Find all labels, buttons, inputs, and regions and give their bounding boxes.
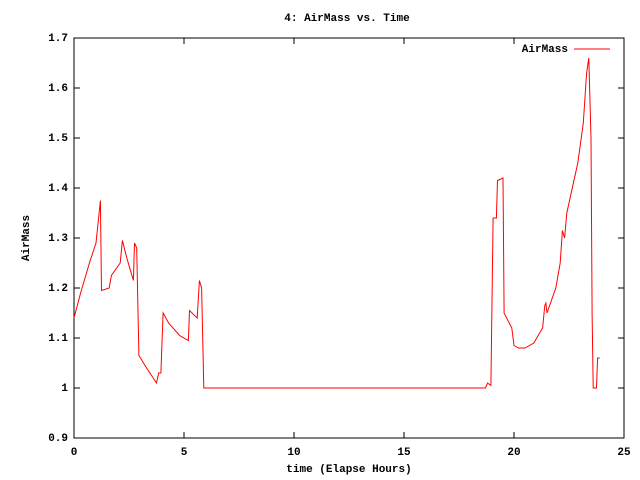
x-tick-label: 5 bbox=[181, 447, 188, 459]
data-line bbox=[73, 57, 600, 389]
x-axis-label: time (Elapse Hours) bbox=[286, 464, 411, 476]
y-tick-label: 1.1 bbox=[48, 333, 68, 345]
y-tick-label: 1.7 bbox=[48, 33, 68, 45]
y-tick-label: 1.4 bbox=[48, 183, 68, 195]
y-tick-label: 0.9 bbox=[48, 433, 68, 445]
x-tick-label: 25 bbox=[617, 447, 631, 459]
y-tick-label: 1.6 bbox=[48, 83, 68, 95]
x-tick-label: 10 bbox=[287, 447, 300, 459]
y-tick-label: 1 bbox=[61, 383, 68, 395]
x-tick-label: 0 bbox=[71, 447, 78, 459]
x-tick-label: 15 bbox=[397, 447, 411, 459]
legend-label: AirMass bbox=[522, 44, 568, 56]
y-axis-label: AirMass bbox=[21, 215, 33, 261]
y-tick-label: 1.2 bbox=[48, 283, 68, 295]
x-tick-label: 20 bbox=[507, 447, 520, 459]
y-tick-label: 1.5 bbox=[48, 133, 68, 145]
y-tick-label: 1.3 bbox=[48, 233, 68, 245]
chart-title: 4: AirMass vs. Time bbox=[284, 13, 410, 25]
